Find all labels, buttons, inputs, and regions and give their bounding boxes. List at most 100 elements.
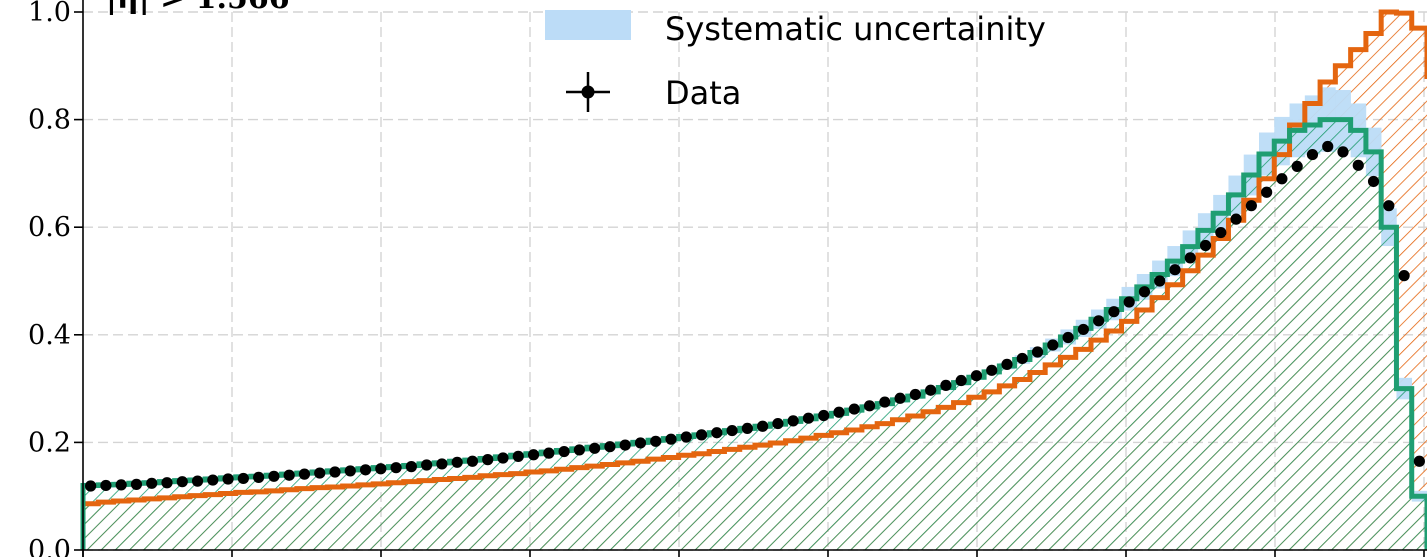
- data-point: [1093, 315, 1105, 327]
- legend: Systematic uncertainity Data: [545, 10, 1046, 112]
- green-hatch-fill: [83, 119, 1427, 550]
- data-point: [573, 444, 585, 456]
- data-point: [695, 429, 708, 441]
- data-point: [390, 462, 402, 474]
- data-point: [1016, 352, 1028, 365]
- data-point: [191, 475, 204, 487]
- data-point: [634, 437, 647, 449]
- data-point: [1154, 275, 1166, 287]
- data-point: [940, 379, 952, 391]
- data-point: [711, 427, 723, 439]
- data-point: [512, 450, 524, 462]
- data-point: [268, 470, 280, 482]
- data-point: [146, 477, 158, 489]
- data-point: [1169, 264, 1181, 276]
- data-point: [558, 445, 570, 458]
- data-point: [604, 441, 616, 453]
- data-point: [741, 422, 753, 435]
- data-point: [955, 374, 967, 387]
- data-point: [1077, 323, 1089, 336]
- data-point: [421, 459, 433, 471]
- data-point: [375, 463, 387, 475]
- data-point: [222, 473, 234, 485]
- data-points: [85, 140, 1425, 492]
- legend-data-marker: [581, 85, 595, 99]
- data-point: [1001, 358, 1013, 370]
- data-point: [1230, 213, 1242, 225]
- data-point: [237, 472, 249, 485]
- data-point: [329, 466, 341, 478]
- data-point: [1123, 296, 1135, 308]
- y-tick-label: 0.2: [28, 427, 71, 458]
- data-point: [298, 468, 311, 480]
- data-point: [1367, 175, 1380, 188]
- data-point: [787, 415, 799, 427]
- data-point: [451, 456, 463, 468]
- y-tick-label: 0.8: [28, 105, 71, 136]
- data-point: [879, 396, 891, 408]
- data-point: [314, 467, 326, 479]
- data-point: [772, 417, 784, 430]
- orange-step-line: [80, 9, 1427, 550]
- data-point: [818, 409, 830, 422]
- data-point: [848, 403, 860, 415]
- data-point: [1199, 239, 1212, 252]
- data-point: [359, 464, 372, 476]
- data-point: [970, 370, 983, 382]
- eta-annotation: |η| > 1.566: [106, 0, 290, 16]
- data-point: [1398, 270, 1410, 282]
- data-point: [1031, 346, 1044, 358]
- data-point: [1184, 252, 1196, 264]
- data-point: [1062, 331, 1074, 344]
- data-point: [466, 455, 479, 467]
- data-point: [726, 424, 738, 437]
- data-point: [909, 388, 921, 401]
- data-point: [1383, 200, 1395, 212]
- data-point: [482, 454, 494, 466]
- data-point: [85, 480, 97, 492]
- data-point: [1261, 186, 1273, 198]
- data-point: [100, 479, 112, 492]
- legend-label-systematic: Systematic uncertainity: [665, 10, 1046, 48]
- data-point: [925, 384, 937, 396]
- data-point: [1291, 160, 1303, 173]
- legend-label-data: Data: [665, 74, 741, 112]
- data-point: [589, 442, 601, 454]
- axes: 0.0 0.2 0.4 0.6 0.8 1.0: [28, 0, 1427, 557]
- data-point: [1322, 140, 1334, 153]
- y-tick-label: 0.0: [28, 535, 71, 557]
- data-point: [1108, 306, 1120, 318]
- data-point: [986, 364, 998, 376]
- data-point: [680, 431, 692, 443]
- data-point: [1215, 226, 1227, 239]
- y-tick-label: 1.0: [28, 0, 71, 28]
- data-point: [1413, 455, 1425, 467]
- data-point: [1245, 200, 1257, 212]
- data-point: [833, 406, 845, 418]
- data-point: [130, 478, 143, 490]
- data-point: [176, 476, 188, 488]
- data-point: [757, 420, 769, 432]
- data-point: [436, 458, 448, 470]
- data-point: [1306, 148, 1319, 161]
- data-point: [863, 400, 876, 412]
- y-tick-label: 0.4: [28, 320, 71, 351]
- data-point: [543, 447, 555, 459]
- data-point: [344, 465, 356, 477]
- data-point: [619, 439, 631, 451]
- data-point: [1276, 173, 1288, 185]
- data-point: [1352, 159, 1364, 171]
- data-point: [497, 452, 509, 464]
- y-tick-label: 0.6: [28, 212, 71, 243]
- data-point: [405, 461, 417, 473]
- data-point: [894, 392, 906, 404]
- data-point: [1337, 146, 1349, 158]
- data-point: [161, 477, 173, 489]
- data-point: [665, 433, 677, 445]
- data-point: [802, 412, 815, 424]
- data-point: [1047, 339, 1059, 351]
- data-point: [283, 469, 295, 481]
- green-hatched-area: [83, 119, 1427, 550]
- data-point: [1138, 286, 1151, 298]
